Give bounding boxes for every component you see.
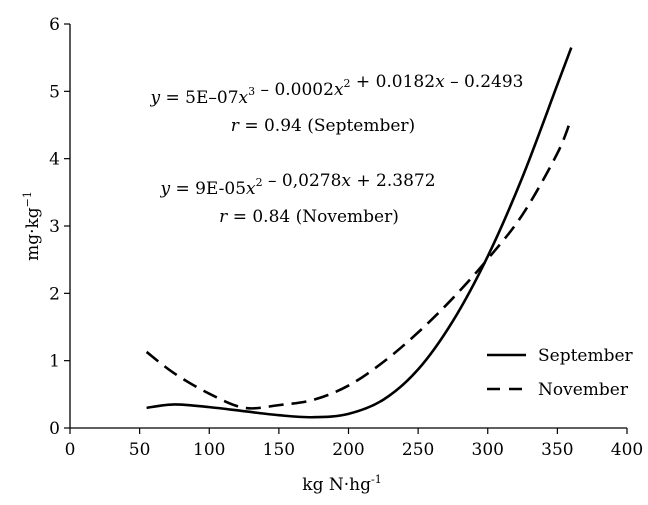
annotation-part: x — [246, 179, 256, 199]
annotation-part: = 0.84 (November) — [227, 207, 399, 227]
series-group — [145, 47, 573, 419]
annotation-part: = 0.94 (September) — [239, 116, 415, 136]
x-axis-title: kg N·hg-1 — [302, 473, 381, 495]
annotation-line: y = 5E–07x3 – 0.0002x2 + 0.0182x – 0.249… — [150, 72, 524, 108]
legend-label-november: November — [538, 380, 629, 400]
series-line-september — [146, 47, 573, 419]
axes: 0 1 2 3 4 5 6 0 50 100 150 200 250 300 350 400 — [49, 15, 643, 460]
annotation-part: x — [334, 80, 344, 100]
annotation-part: x — [341, 171, 351, 191]
y-tick-label: 2 — [49, 284, 60, 304]
annotations: y = 5E–07x3 – 0.0002x2 + 0.0182x – 0.249… — [150, 72, 524, 227]
y-tick-label: 1 — [49, 352, 60, 372]
x-axis-title-text: kg N·hg — [302, 475, 371, 495]
x-tick-label: 300 — [472, 440, 504, 460]
annotation-part: + 0.0182 — [351, 72, 436, 92]
y-tick-label: 5 — [49, 82, 60, 102]
annotation-part: r — [231, 116, 240, 136]
x-tick-label: 0 — [65, 440, 76, 460]
legend-label-september: September — [538, 346, 634, 366]
annotation-part: – 0,0278 — [263, 171, 342, 191]
y-axis-title-sup: −1 — [21, 191, 34, 207]
y-axis-title-text: mg·kg — [23, 207, 43, 261]
x-tick-label: 250 — [402, 440, 434, 460]
x-tick-label: 50 — [129, 440, 151, 460]
annotation-part: – 0.0002 — [255, 80, 334, 100]
annotation-part: r — [219, 207, 228, 227]
x-tick-label: 400 — [611, 440, 643, 460]
axis-titles: kg N·hg-1 mg·kg−1 — [21, 191, 382, 495]
annotation-part: 2 — [256, 176, 263, 189]
legend: September November — [487, 346, 634, 400]
annotation-part: x — [435, 72, 445, 92]
x-tick-label: 350 — [541, 440, 573, 460]
annotation-part: 2 — [344, 77, 351, 90]
annotation-part: – 0.2493 — [445, 72, 524, 92]
y-axis-title: mg·kg−1 — [21, 191, 43, 261]
annotation-part: = 5E–07 — [160, 88, 238, 108]
annotation-part: x — [239, 88, 249, 108]
y-tick-label: 3 — [49, 217, 60, 237]
annotation-part: + 2.3872 — [351, 171, 436, 191]
annotation-line: y = 9E-05x2 – 0,0278x + 2.3872 — [159, 171, 435, 199]
annotation-part: 3 — [248, 85, 255, 98]
series-line-november — [145, 117, 573, 410]
x-tick-label: 150 — [263, 440, 295, 460]
annotation-part: y — [150, 88, 161, 108]
annotation-line: r = 0.94 (September) — [231, 116, 415, 136]
x-tick-label: 100 — [193, 440, 225, 460]
y-tick-label: 0 — [49, 419, 60, 439]
annotation-part: y — [159, 179, 170, 199]
x-axis-title-sup: -1 — [371, 473, 382, 486]
y-tick-label: 4 — [49, 150, 60, 170]
x-tick-label: 200 — [332, 440, 364, 460]
annotation-part: = 9E-05 — [170, 179, 246, 199]
annotation-line: r = 0.84 (November) — [219, 207, 399, 227]
y-tick-label: 6 — [49, 15, 60, 35]
